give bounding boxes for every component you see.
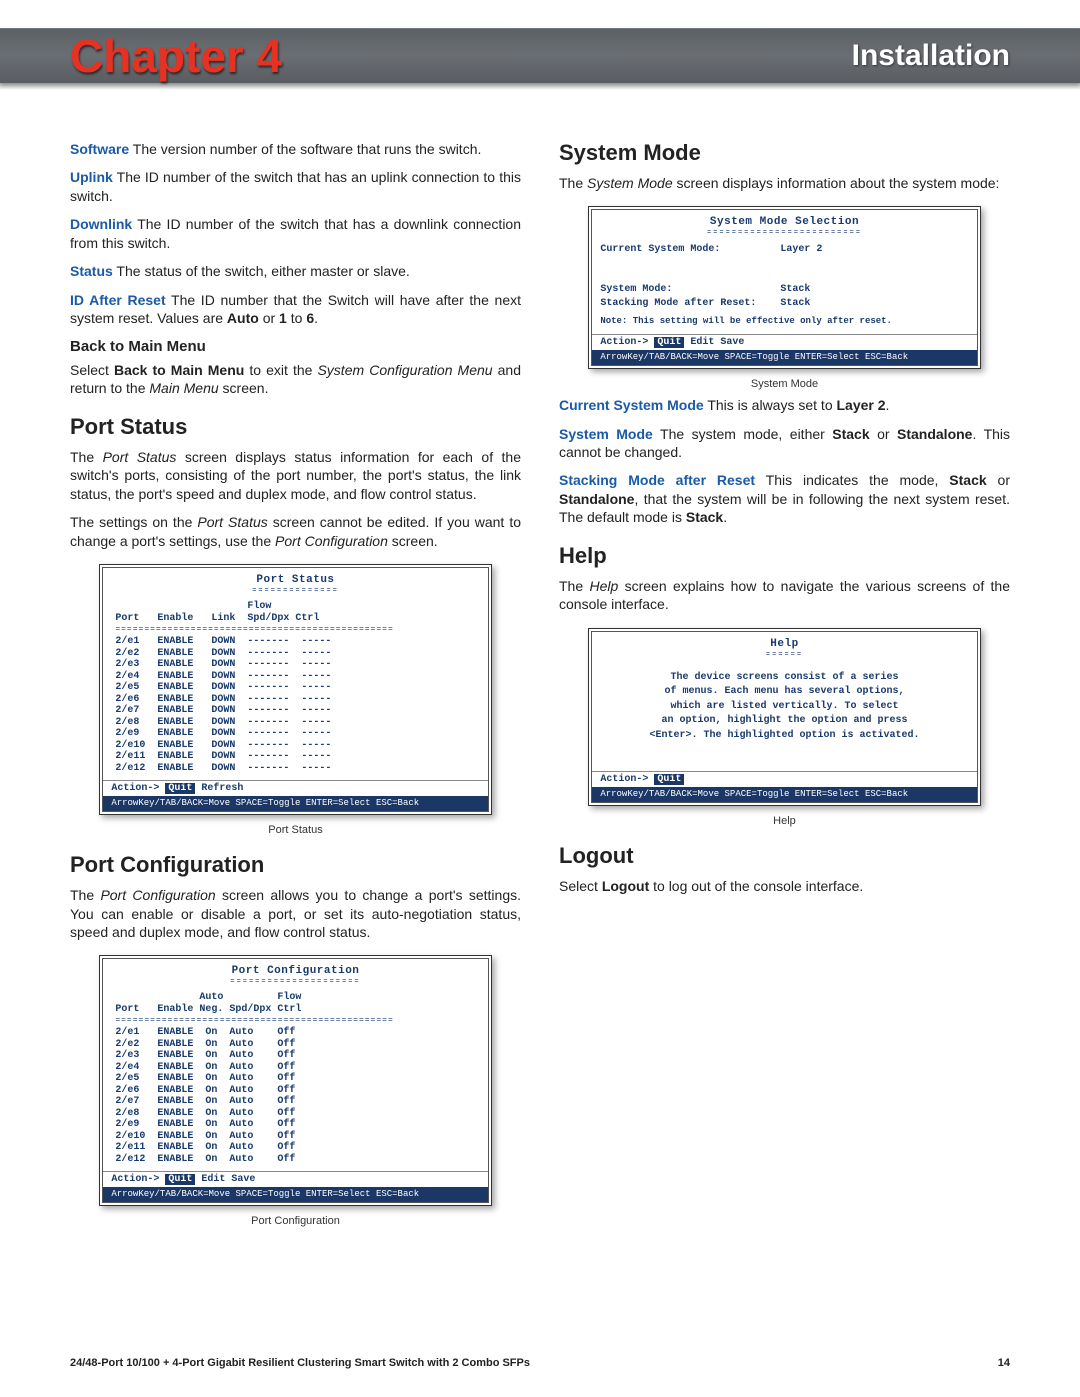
action-bar: Action-> Quit Refresh	[103, 780, 487, 796]
figure-port-status: Port Status ============== Flow Port Ena…	[99, 564, 491, 836]
right-column: System Mode The System Mode screen displ…	[559, 140, 1010, 1233]
def-current-system-mode: Current System Mode This is always set t…	[559, 396, 1010, 414]
def-id-after-reset: ID After Reset The ID number that the Sw…	[70, 291, 521, 328]
terminal-title: Help	[600, 638, 968, 650]
port-status-text-1: The Port Status screen displays status i…	[70, 448, 521, 503]
figure-port-config: Port Configuration =====================…	[99, 955, 491, 1227]
chapter-title: Chapter 4	[70, 29, 282, 83]
page-header: Chapter 4 Installation	[0, 0, 1080, 110]
back-to-main-heading: Back to Main Menu	[70, 338, 521, 355]
figure-caption: Help	[588, 815, 980, 827]
def-status: Status The status of the switch, either …	[70, 262, 521, 280]
system-mode-text: The System Mode screen displays informat…	[559, 174, 1010, 192]
port-config-text: The Port Configuration screen allows you…	[70, 886, 521, 941]
port-status-text-2: The settings on the Port Status screen c…	[70, 513, 521, 550]
header-band: Chapter 4 Installation	[0, 28, 1080, 83]
footer-page-number: 14	[998, 1357, 1010, 1369]
port-status-heading: Port Status	[70, 414, 521, 440]
def-downlink: Downlink The ID number of the switch tha…	[70, 215, 521, 252]
terminal-title: Port Configuration	[111, 965, 479, 977]
port-config-rows: 2/e1 ENABLE On Auto Off2/e2 ENABLE On Au…	[115, 1027, 479, 1165]
footer-product: 24/48-Port 10/100 + 4-Port Gigabit Resil…	[70, 1357, 530, 1369]
section-title: Installation	[852, 39, 1010, 73]
logout-heading: Logout	[559, 843, 1010, 869]
def-system-mode: System Mode The system mode, either Stac…	[559, 425, 1010, 462]
def-stacking-mode-after-reset: Stacking Mode after Reset This indicates…	[559, 471, 1010, 526]
logout-text: Select Logout to log out of the console …	[559, 877, 1010, 895]
action-bar: Action-> Quit Edit Save	[103, 1171, 487, 1187]
left-column: Software The version number of the softw…	[70, 140, 521, 1233]
system-mode-heading: System Mode	[559, 140, 1010, 166]
action-bar: Action-> Quit	[592, 771, 976, 787]
port-config-heading: Port Configuration	[70, 852, 521, 878]
terminal-title: System Mode Selection	[600, 216, 968, 228]
back-to-main-text: Select Back to Main Menu to exit the Sys…	[70, 361, 521, 398]
terminal-title: Port Status	[111, 574, 479, 586]
def-software: Software The version number of the softw…	[70, 140, 521, 158]
hint-bar: ArrowKey/TAB/BACK=Move SPACE=Toggle ENTE…	[592, 350, 976, 365]
figure-system-mode: System Mode Selection ==================…	[588, 206, 980, 390]
figure-caption: System Mode	[588, 378, 980, 390]
def-uplink: Uplink The ID number of the switch that …	[70, 168, 521, 205]
figure-caption: Port Configuration	[99, 1215, 491, 1227]
page-footer: 24/48-Port 10/100 + 4-Port Gigabit Resil…	[70, 1357, 1010, 1369]
help-heading: Help	[559, 543, 1010, 569]
action-bar: Action-> Quit Edit Save	[592, 334, 976, 350]
figure-help: Help ====== The device screens consist o…	[588, 628, 980, 828]
help-body: The device screens consist of a seriesof…	[600, 665, 968, 754]
help-text: The Help screen explains how to navigate…	[559, 577, 1010, 614]
hint-bar: ArrowKey/TAB/BACK=Move SPACE=Toggle ENTE…	[103, 796, 487, 811]
port-status-rows: 2/e1 ENABLE DOWN ------- -----2/e2 ENABL…	[115, 636, 479, 774]
figure-caption: Port Status	[99, 824, 491, 836]
hint-bar: ArrowKey/TAB/BACK=Move SPACE=Toggle ENTE…	[103, 1187, 487, 1202]
hint-bar: ArrowKey/TAB/BACK=Move SPACE=Toggle ENTE…	[592, 787, 976, 802]
